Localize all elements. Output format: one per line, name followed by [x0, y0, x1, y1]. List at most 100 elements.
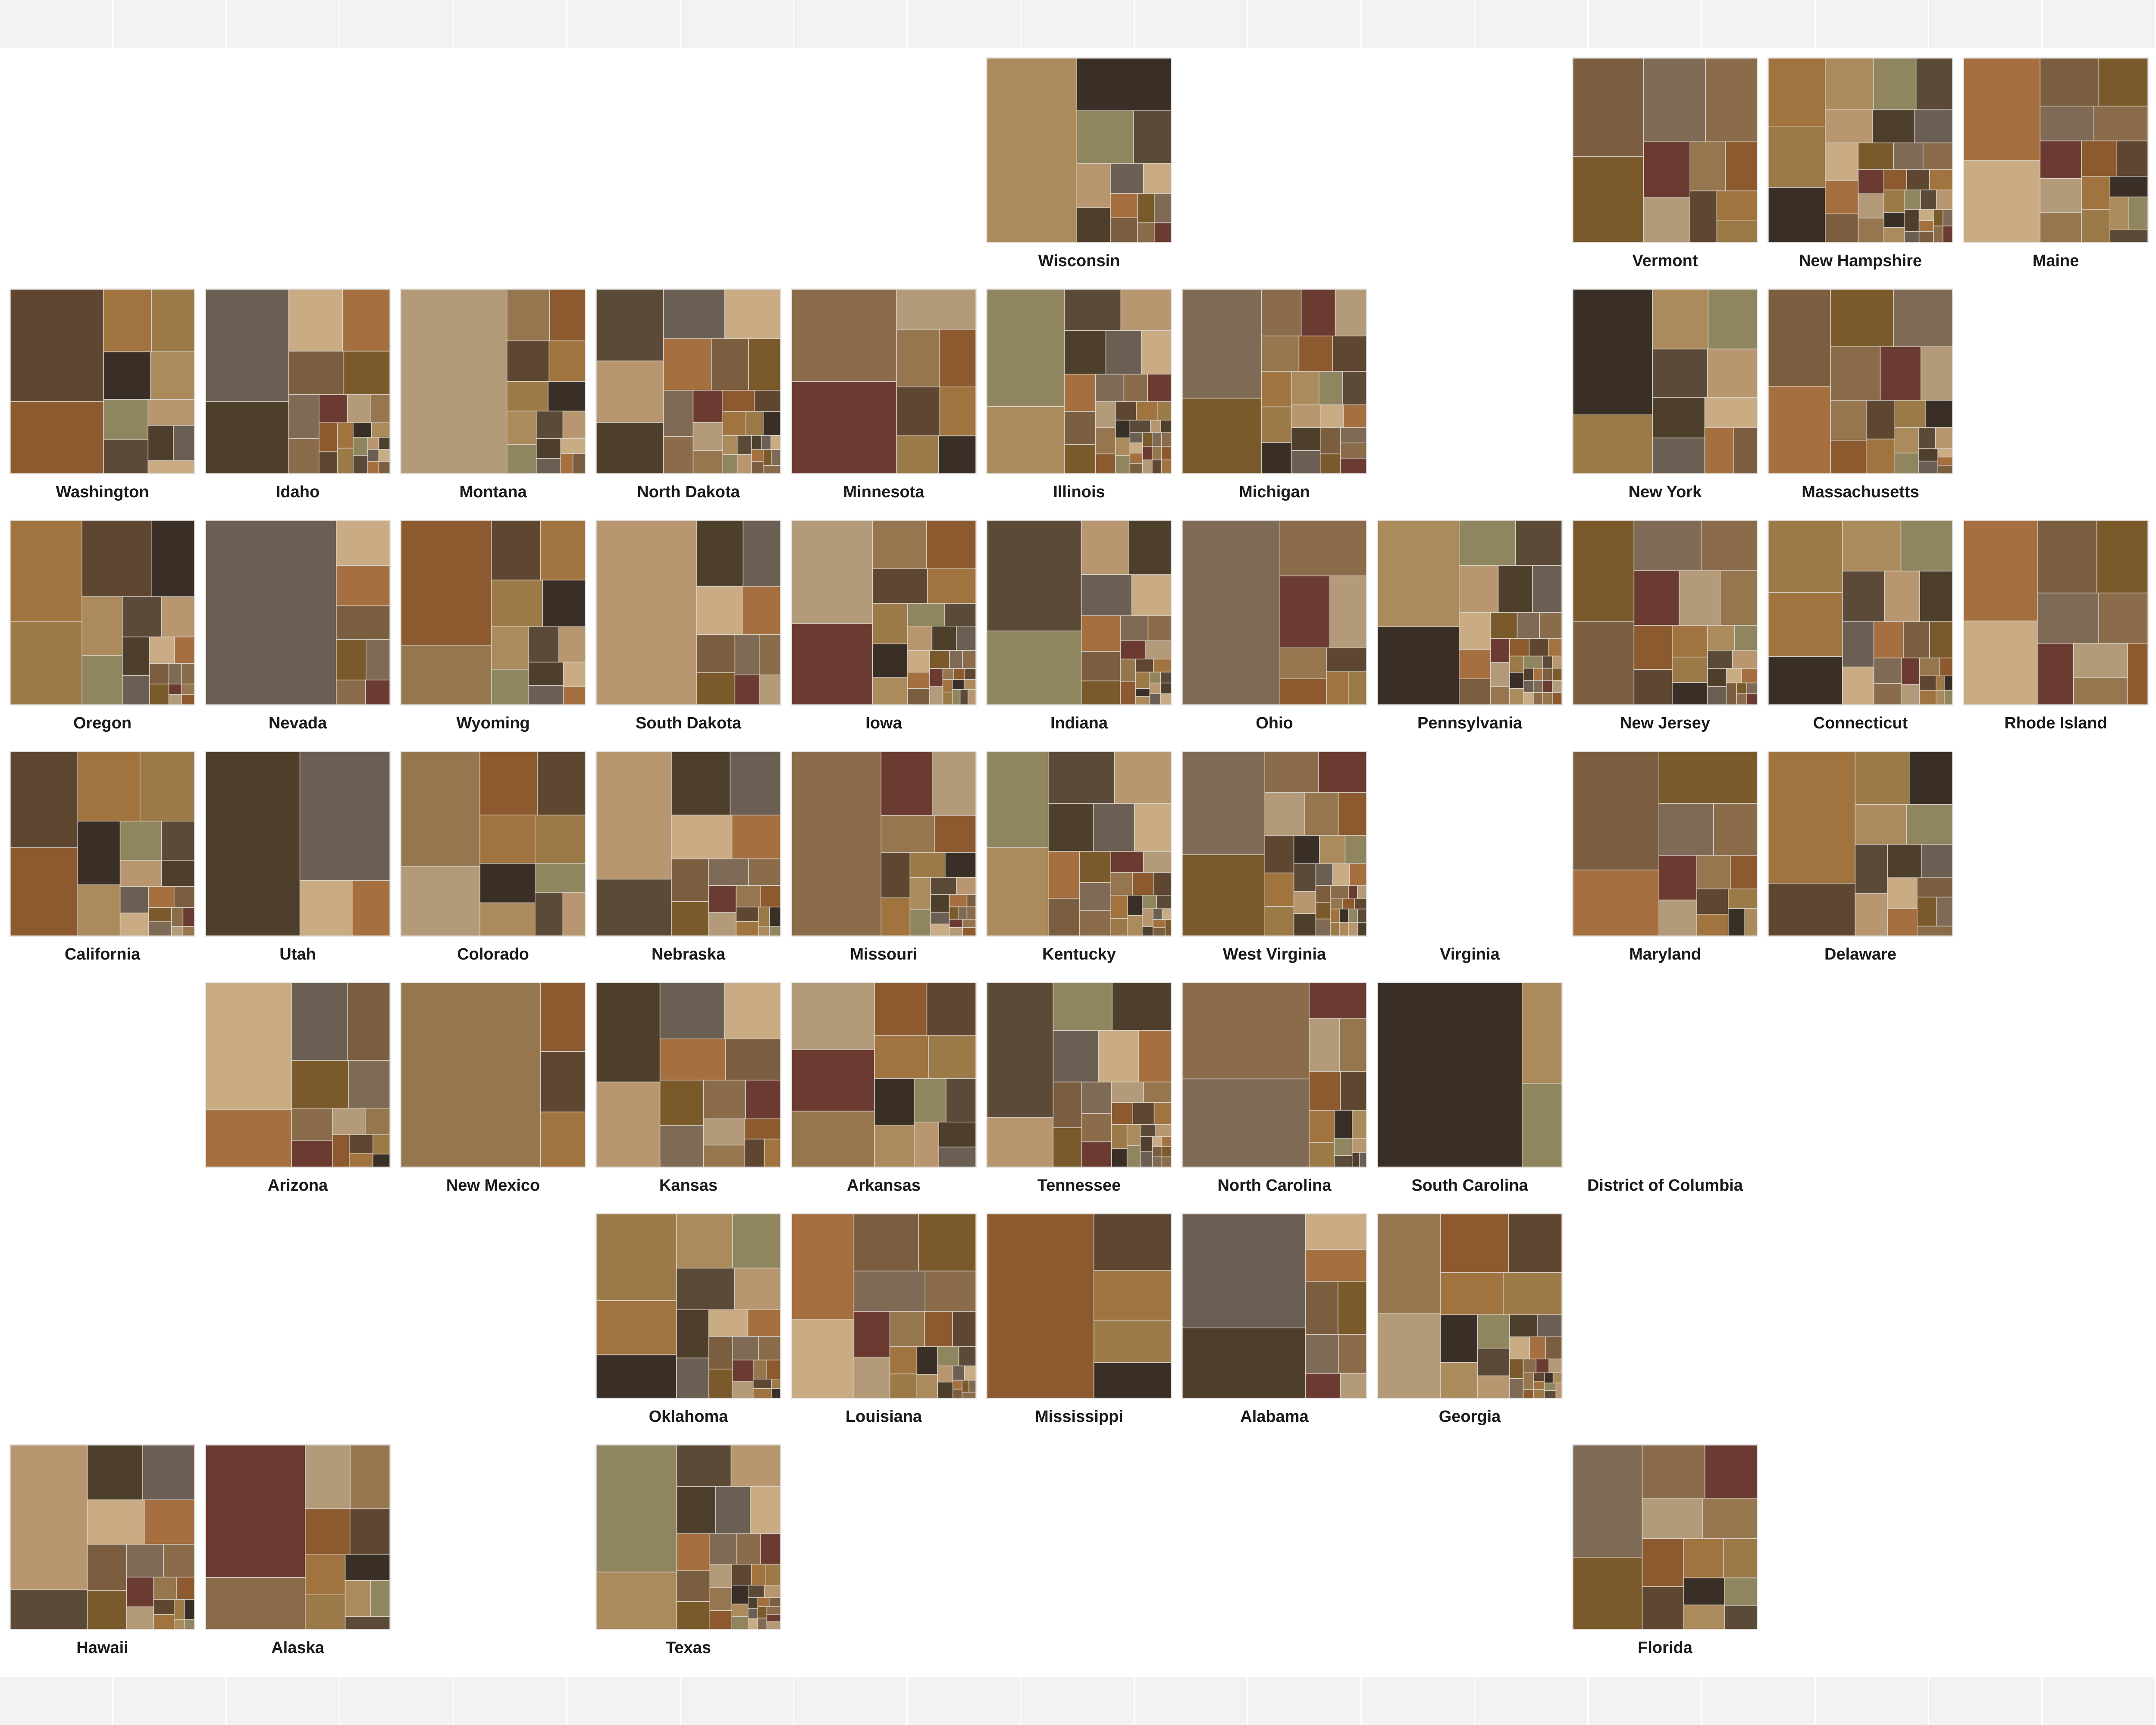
- treemap-cell[interactable]: [1768, 187, 1826, 242]
- treemap-cell[interactable]: [366, 639, 390, 681]
- treemap-cell[interactable]: [77, 821, 121, 885]
- treemap-cell[interactable]: [153, 1577, 177, 1600]
- treemap-cell[interactable]: [206, 1109, 292, 1167]
- treemap-cell[interactable]: [732, 1380, 754, 1398]
- treemap-cell[interactable]: [596, 1214, 677, 1301]
- treemap-cell[interactable]: [2081, 140, 2118, 177]
- treemap-cell[interactable]: [1156, 401, 1171, 420]
- treemap-cell[interactable]: [1304, 792, 1339, 836]
- treemap-cell[interactable]: [168, 694, 182, 705]
- treemap-cell[interactable]: [766, 1606, 780, 1615]
- treemap-cell[interactable]: [938, 1121, 976, 1148]
- treemap-cell[interactable]: [168, 663, 182, 684]
- treemap-cell[interactable]: [930, 877, 957, 895]
- treemap-cell[interactable]: [1182, 289, 1262, 399]
- treemap-cell[interactable]: [1140, 1151, 1153, 1167]
- treemap-cell[interactable]: [348, 1060, 390, 1109]
- treemap-cell[interactable]: [1150, 420, 1161, 433]
- treemap-cell[interactable]: [1894, 452, 1919, 474]
- treemap-cell[interactable]: [1884, 571, 1920, 622]
- treemap-cell[interactable]: [528, 662, 564, 686]
- treemap-cell[interactable]: [1533, 680, 1543, 693]
- treemap-cell[interactable]: [1459, 521, 1516, 566]
- treemap-cell[interactable]: [1642, 1498, 1703, 1539]
- treemap-cell[interactable]: [949, 919, 963, 928]
- treemap-cell[interactable]: [1153, 908, 1163, 920]
- treemap-cell[interactable]: [1264, 872, 1294, 907]
- treemap-cell[interactable]: [1728, 908, 1745, 936]
- treemap-north-dakota[interactable]: [595, 289, 781, 474]
- treemap-cell[interactable]: [758, 906, 770, 927]
- treemap-cell[interactable]: [881, 815, 935, 853]
- treemap-cell[interactable]: [1459, 649, 1491, 679]
- treemap-cell[interactable]: [153, 1614, 175, 1629]
- treemap-cell[interactable]: [1937, 456, 1952, 466]
- treemap-cell[interactable]: [1542, 692, 1553, 705]
- treemap-cell[interactable]: [938, 435, 976, 474]
- treemap-cell[interactable]: [1943, 226, 1952, 242]
- treemap-cell[interactable]: [1652, 397, 1705, 439]
- treemap-cell[interactable]: [766, 1614, 780, 1622]
- treemap-cell[interactable]: [2093, 106, 2148, 141]
- treemap-cell[interactable]: [792, 289, 897, 382]
- treemap-cell[interactable]: [1143, 851, 1171, 873]
- treemap-cell[interactable]: [764, 1584, 780, 1598]
- treemap-connecticut[interactable]: [1767, 520, 1953, 706]
- treemap-cell[interactable]: [1339, 1018, 1366, 1072]
- treemap-cell[interactable]: [1918, 461, 1938, 474]
- treemap-cell[interactable]: [596, 422, 664, 474]
- treemap-cell[interactable]: [288, 351, 345, 395]
- treemap-cell[interactable]: [206, 401, 289, 474]
- treemap-cell[interactable]: [765, 1564, 780, 1586]
- treemap-cell[interactable]: [1095, 453, 1116, 474]
- treemap-cell[interactable]: [1573, 752, 1660, 871]
- treemap-cell[interactable]: [987, 630, 1082, 705]
- treemap-cell[interactable]: [206, 1577, 306, 1629]
- treemap-cell[interactable]: [1095, 427, 1116, 455]
- treemap-cell[interactable]: [1152, 432, 1162, 447]
- treemap-indiana[interactable]: [986, 520, 1172, 706]
- treemap-cell[interactable]: [345, 1554, 390, 1581]
- treemap-cell[interactable]: [959, 689, 968, 705]
- treemap-cell[interactable]: [987, 752, 1049, 848]
- treemap-cell[interactable]: [182, 907, 194, 927]
- treemap-cell[interactable]: [1768, 752, 1856, 884]
- treemap-north-carolina[interactable]: [1181, 982, 1367, 1168]
- treemap-cell[interactable]: [1338, 792, 1366, 836]
- treemap-cell[interactable]: [1261, 406, 1292, 443]
- treemap-cell[interactable]: [676, 1214, 733, 1269]
- treemap-cell[interactable]: [916, 1346, 938, 1375]
- treemap-cell[interactable]: [1053, 1082, 1082, 1128]
- treemap-cell[interactable]: [1508, 1214, 1562, 1273]
- treemap-cell[interactable]: [763, 411, 780, 436]
- treemap-cell[interactable]: [1509, 1378, 1524, 1398]
- treemap-cell[interactable]: [736, 885, 761, 908]
- treemap-cell[interactable]: [1523, 1389, 1534, 1398]
- treemap-cell[interactable]: [87, 1445, 143, 1500]
- treemap-cell[interactable]: [1939, 657, 1952, 677]
- treemap-cell[interactable]: [1048, 752, 1115, 804]
- treemap-cell[interactable]: [535, 815, 585, 864]
- treemap-cell[interactable]: [696, 586, 743, 635]
- treemap-cell[interactable]: [1936, 675, 1945, 691]
- treemap-cell[interactable]: [766, 1359, 780, 1380]
- treemap-cell[interactable]: [708, 1309, 749, 1337]
- treemap-cell[interactable]: [748, 1608, 758, 1619]
- treemap-cell[interactable]: [1855, 804, 1907, 845]
- treemap-cell[interactable]: [693, 450, 723, 474]
- treemap-cell[interactable]: [173, 886, 194, 908]
- treemap-cell[interactable]: [671, 815, 733, 859]
- treemap-cell[interactable]: [659, 1125, 704, 1167]
- treemap-cell[interactable]: [853, 1357, 890, 1398]
- treemap-cell[interactable]: [1724, 1578, 1757, 1606]
- treemap-cell[interactable]: [1544, 1390, 1557, 1398]
- treemap-cell[interactable]: [337, 448, 354, 474]
- treemap-cell[interactable]: [1920, 189, 1937, 210]
- treemap-cell[interactable]: [1900, 521, 1952, 572]
- treemap-cell[interactable]: [1105, 330, 1142, 375]
- treemap-cell[interactable]: [1720, 570, 1757, 626]
- treemap-cell[interactable]: [370, 394, 390, 423]
- treemap-cell[interactable]: [659, 1079, 704, 1126]
- treemap-cell[interactable]: [889, 1311, 925, 1347]
- treemap-cell[interactable]: [1147, 615, 1171, 641]
